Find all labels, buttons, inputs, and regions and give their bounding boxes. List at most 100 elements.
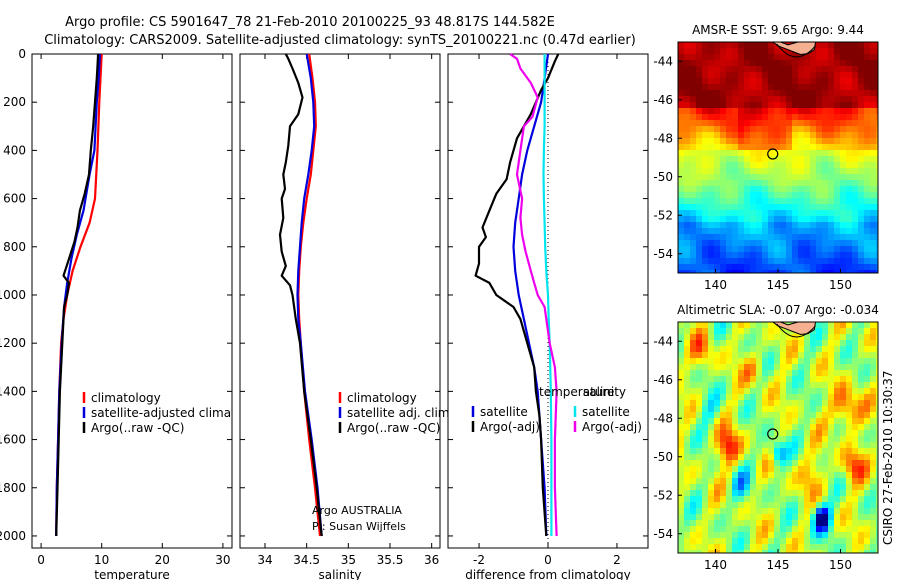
sla-map-cell — [864, 448, 871, 455]
sst-map-cell — [768, 126, 775, 133]
sla-map-cell — [876, 382, 879, 389]
sla-map-cell — [792, 388, 799, 395]
sst-map-cell — [846, 210, 853, 217]
sla-map-cell — [786, 490, 793, 497]
sst-map-cell — [804, 138, 811, 145]
sla-map-cell — [750, 376, 757, 383]
sla-map-cell — [870, 394, 877, 401]
sla-map-cell — [768, 448, 775, 455]
sla-map-cell — [738, 460, 745, 467]
sst-map-cell — [762, 258, 769, 265]
sst-map-cell — [762, 150, 769, 157]
sla-map-cell — [774, 328, 781, 335]
sla-map-cell — [792, 418, 799, 425]
sla-map-cell — [756, 340, 763, 347]
sst-map-cell — [702, 252, 709, 259]
sla-map-cell — [834, 334, 841, 341]
sla-map-cell — [750, 370, 757, 377]
sla-map-cell — [702, 544, 709, 551]
sst-map-cell — [744, 216, 751, 223]
sla-map-cell — [876, 388, 879, 395]
sst-map-cell — [726, 102, 733, 109]
sla-map-cell — [774, 388, 781, 395]
sst-map-cell — [690, 252, 697, 259]
sst-map-cell — [684, 96, 691, 103]
sst-map-cell — [732, 192, 739, 199]
sla-map-cell — [876, 334, 879, 341]
sla-map-cell — [768, 364, 775, 371]
sst-map-cell — [834, 114, 841, 121]
sla-map-cell — [858, 412, 865, 419]
sla-map-cell — [720, 370, 727, 377]
sla-map-cell — [714, 328, 721, 335]
sst-map-cell — [762, 138, 769, 145]
sla-map-cell — [864, 496, 871, 503]
sla-map-cell — [828, 376, 835, 383]
sla-map-cell — [846, 442, 853, 449]
sst-map-cell — [738, 216, 745, 223]
sla-map-cell — [678, 352, 685, 359]
sst-map-cell — [870, 180, 877, 187]
sla-map-cell — [870, 400, 877, 407]
sst-map-cell — [750, 156, 757, 163]
sst-map-cell — [846, 204, 853, 211]
sla-map-cell — [726, 538, 733, 545]
sla-map-cell — [768, 538, 775, 545]
sst-map-cell — [864, 168, 871, 175]
temperature-ytick-label: 600 — [3, 192, 26, 206]
sla-map-cell — [786, 496, 793, 503]
sla-map-cell — [726, 508, 733, 515]
temperature-ytick-label: 1400 — [0, 384, 26, 398]
sst-map-cell — [876, 252, 879, 259]
sst-map-cell — [822, 96, 829, 103]
sla-map-cell — [786, 520, 793, 527]
sst-map-cell — [726, 270, 733, 274]
sla-map-cell — [774, 400, 781, 407]
sst-map-cell — [714, 78, 721, 85]
sla-map-cell — [684, 538, 691, 545]
sst-map-cell — [750, 108, 757, 115]
sst-map-cell — [714, 144, 721, 151]
sla-map-cell — [702, 370, 709, 377]
sla-map-cell — [792, 406, 799, 413]
sst-map-cell — [840, 42, 847, 49]
sst-map-cell — [762, 240, 769, 247]
sst-map-cell — [876, 66, 879, 73]
sla-map-cell — [840, 346, 847, 353]
sla-map-cell — [810, 466, 817, 473]
sla-map-cell — [846, 472, 853, 479]
sst-map-cell — [768, 222, 775, 229]
sst-map-cell — [864, 138, 871, 145]
sla-map-cell — [756, 370, 763, 377]
sst-map-cell — [858, 252, 865, 259]
sst-map-cell — [744, 264, 751, 271]
sla-map-cell — [714, 496, 721, 503]
temperature-ytick-label: 400 — [3, 143, 26, 157]
sst-map-cell — [870, 222, 877, 229]
sla-map-cell — [840, 442, 847, 449]
sst-map-cell — [678, 150, 685, 157]
sst-map-cell — [828, 102, 835, 109]
sla-map-cell — [768, 424, 775, 431]
sst-map-cell — [744, 246, 751, 253]
sst-map-cell — [720, 180, 727, 187]
sla-map-cell — [684, 526, 691, 533]
sst-map-cell — [774, 168, 781, 175]
sla-map-cell — [864, 466, 871, 473]
sst-map-cell — [774, 258, 781, 265]
sst-map-cell — [702, 132, 709, 139]
sst-map-cell — [744, 114, 751, 121]
sla-map-cell — [696, 538, 703, 545]
sla-map-cell — [840, 430, 847, 437]
sla-map-cell — [738, 418, 745, 425]
sla-map-cell — [792, 532, 799, 539]
sla-map-cell — [774, 358, 781, 365]
sla-map-cell — [774, 418, 781, 425]
sla-map-cell — [714, 352, 721, 359]
sla-map-cell — [816, 424, 823, 431]
sst-map-cell — [840, 96, 847, 103]
sst-map-cell — [822, 144, 829, 151]
sla-map-cell — [876, 370, 879, 377]
sla-map-cell — [702, 448, 709, 455]
sst-map-cell — [876, 204, 879, 211]
